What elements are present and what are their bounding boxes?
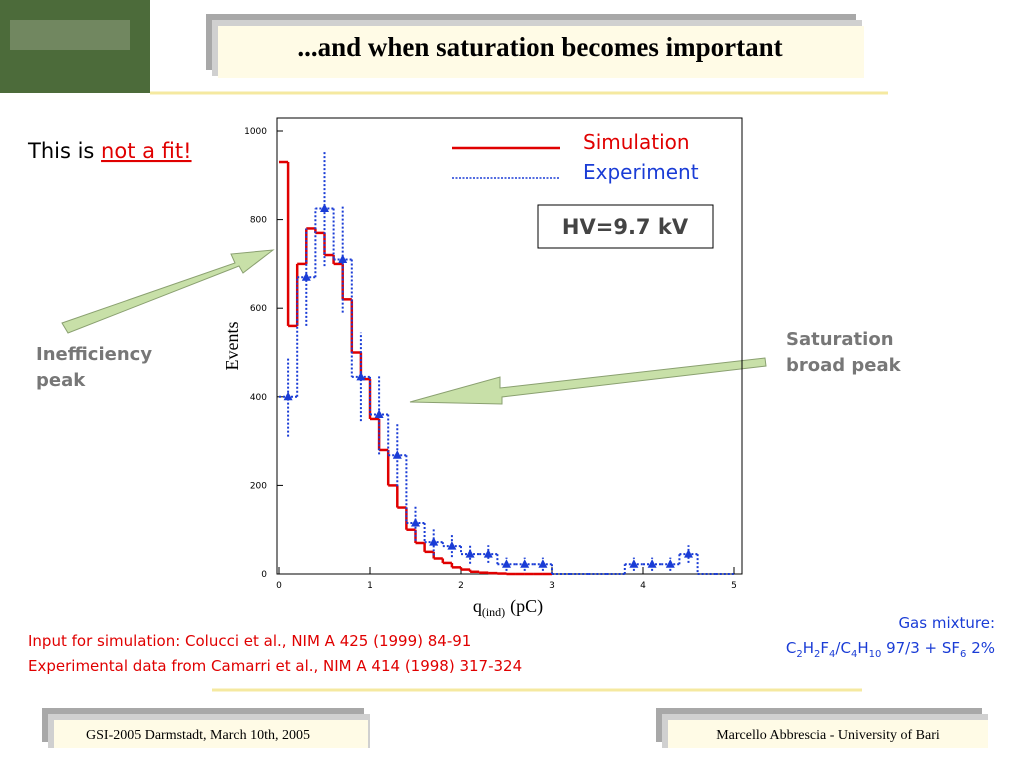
x-tick-label: 3	[549, 581, 555, 591]
x-tick-label: 0	[276, 581, 282, 591]
footer-box	[54, 720, 368, 748]
annotation: Saturation	[786, 329, 894, 350]
marker	[392, 450, 402, 459]
arrow	[409, 357, 767, 405]
plot-frame	[276, 117, 743, 575]
marker	[411, 518, 420, 527]
marker	[338, 254, 348, 263]
x-tick-label: 2	[458, 581, 464, 591]
reference: Experimental data from Camarri et al., N…	[28, 657, 522, 675]
reference: Input for simulation: Colucci et al., NI…	[28, 632, 471, 650]
legend: Simulation Experiment	[452, 130, 699, 184]
marker	[629, 559, 639, 568]
formula-text: C	[786, 639, 796, 657]
formula-text: 97/3 + SF	[881, 639, 960, 657]
footer-left: GSI-2005 Darmstadt, March 10th, 2005	[86, 728, 310, 743]
y-tick-label: 0	[261, 570, 267, 580]
marker	[483, 549, 493, 558]
footer-right: Marcello Abbrescia - University of Bari	[716, 728, 940, 743]
marker	[374, 409, 384, 419]
marker	[684, 549, 693, 558]
intro-highlight: not a fit!	[101, 139, 192, 163]
gas-formula: C2H2F4/C4H10 97/3 + SF6 2%	[786, 639, 995, 660]
marker	[283, 391, 293, 401]
intro-prefix: This is	[27, 139, 101, 163]
x-label-unit: (pC)	[510, 596, 543, 617]
marker	[301, 272, 311, 281]
subscript: 4	[829, 649, 835, 660]
subscript: 2	[814, 649, 820, 660]
marker	[647, 559, 657, 568]
marker	[665, 559, 675, 568]
marker	[465, 549, 475, 558]
intro: This is not a fit!	[27, 139, 192, 163]
photo-detail	[10, 20, 130, 50]
subscript: 2	[796, 649, 802, 660]
title-box	[218, 26, 864, 78]
marker	[502, 559, 511, 568]
formula-text: F	[820, 639, 829, 657]
marker	[520, 559, 530, 568]
footer-box	[668, 720, 988, 748]
x-tick-label: 5	[731, 581, 737, 591]
legend-label: Simulation	[583, 130, 690, 154]
y-tick-label: 400	[250, 393, 267, 403]
slide-title: ...and when saturation becomes important	[297, 32, 782, 62]
annotation-text: HV=9.7 kV	[562, 215, 689, 239]
marker	[356, 371, 366, 381]
formula-text: 2%	[966, 639, 995, 657]
y-tick-label: 600	[250, 304, 267, 314]
y-tick-label: 200	[250, 481, 267, 491]
subscript: 6	[960, 649, 966, 660]
y-tick-label: 800	[250, 216, 267, 226]
marker	[538, 559, 548, 568]
x-tick-label: 4	[640, 581, 646, 591]
x-axis-label: q(ind) (pC)	[473, 596, 543, 619]
y-tick-label: 1000	[244, 127, 267, 137]
x-label-sub: (ind)	[482, 605, 505, 619]
marker	[320, 203, 329, 213]
marker	[429, 537, 439, 546]
annotation: peak	[36, 370, 86, 391]
x-label-main: q	[473, 596, 482, 616]
formula-text: H	[857, 639, 868, 657]
formula-text: H	[803, 639, 814, 657]
subscript: 4	[851, 649, 857, 660]
arrow	[61, 249, 275, 334]
annotation-box	[537, 204, 714, 249]
annotation: broad peak	[786, 355, 902, 376]
y-axis-label: Events	[222, 322, 242, 371]
annotation: Inefficiency	[36, 344, 152, 365]
subscript: 10	[869, 649, 882, 660]
formula-text: /C	[835, 639, 851, 657]
x-tick-label: 1	[367, 581, 373, 591]
legend-label: Experiment	[583, 160, 699, 184]
marker	[447, 541, 457, 550]
gas-heading: Gas mixture:	[898, 614, 995, 632]
